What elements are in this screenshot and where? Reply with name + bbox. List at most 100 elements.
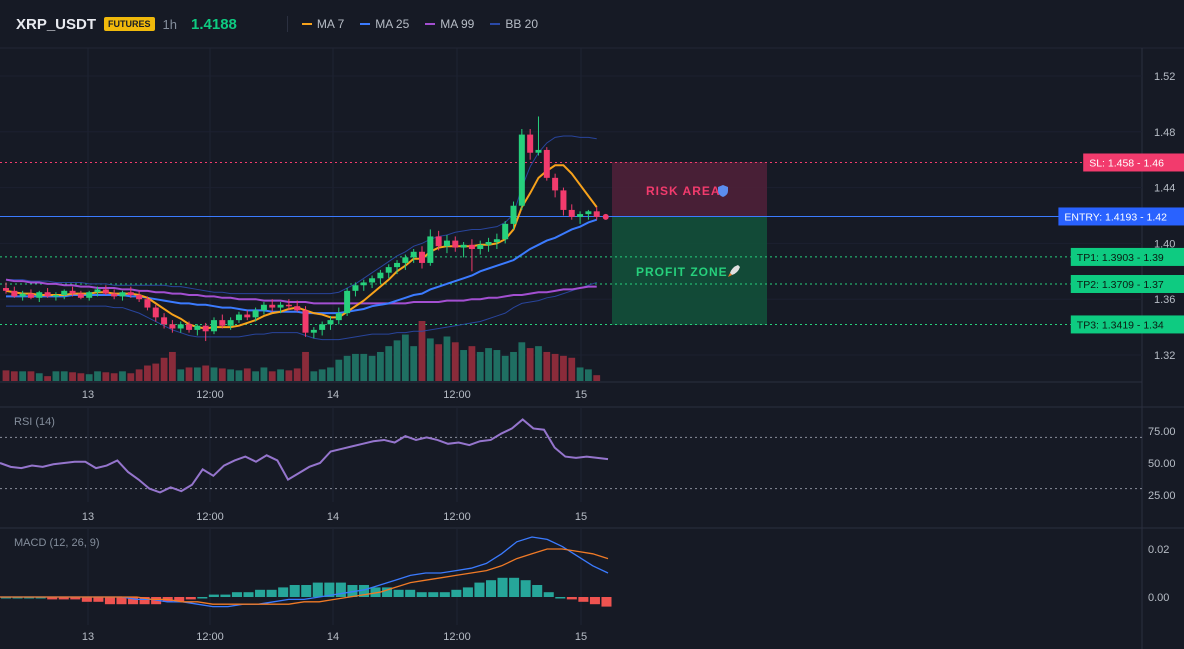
- shield-icon: [718, 185, 728, 197]
- profit-zone: [612, 216, 767, 325]
- candle-body: [294, 306, 301, 311]
- volume-bar: [526, 348, 534, 381]
- macd-histogram-bar: [104, 597, 115, 605]
- entry-tag: [1058, 207, 1184, 226]
- volume-bar: [435, 344, 443, 381]
- legend-ma99[interactable]: MA 99: [425, 17, 474, 31]
- macd-histogram-bar: [370, 587, 381, 597]
- volume-bar: [277, 369, 284, 381]
- candle-body: [302, 310, 309, 333]
- chart-header: XRP_USDT FUTURES 1h 1.4188 MA 7 MA 25 MA…: [0, 0, 1184, 48]
- macd-histogram-bar: [555, 597, 566, 599]
- macd-histogram-bar: [393, 589, 404, 597]
- candle-body: [443, 240, 450, 247]
- legend-ma25[interactable]: MA 25: [360, 17, 409, 31]
- volume-bar: [360, 353, 368, 381]
- volume-bar: [468, 346, 476, 381]
- volume-bar: [310, 371, 318, 381]
- candle-body: [402, 257, 409, 263]
- candle-body: [127, 292, 134, 296]
- volume-bar: [60, 371, 68, 381]
- candle-body: [485, 242, 492, 245]
- volume-bar: [227, 369, 235, 381]
- tp2-tag-text: TP2: 1.3709 - 1.37: [1077, 279, 1164, 291]
- volume-bar: [102, 372, 110, 381]
- candle-body: [310, 329, 317, 333]
- grid-lines: [0, 47, 1184, 649]
- bollinger-bands: [6, 135, 597, 341]
- macd-histogram-bar: [474, 582, 485, 597]
- legend-ma7[interactable]: MA 7: [301, 17, 345, 31]
- macd-histogram-bar: [255, 589, 266, 597]
- volume-bar: [401, 334, 409, 381]
- moving-averages: [5, 164, 598, 330]
- macd-histogram-bar: [405, 589, 416, 597]
- macd-pane[interactable]: MACD (12, 26, 9) 0.02 0.00: [0, 536, 1169, 608]
- volume-bar: [568, 357, 576, 381]
- price-tick: 1.52: [1154, 71, 1175, 83]
- volume-bar: [268, 371, 276, 381]
- level-labels: SL: 1.458 - 1.46 ENTRY: 1.4193 - 1.42 TP1:…: [1058, 153, 1184, 334]
- macd-histogram-bar: [93, 597, 104, 602]
- macd-time-tick: 12:00: [443, 631, 471, 643]
- price-tick: 1.44: [1154, 183, 1175, 195]
- macd-histogram-bar: [81, 597, 92, 602]
- sl-tag: [1083, 153, 1184, 172]
- candle-body: [161, 317, 168, 325]
- volume-bar: [218, 368, 226, 381]
- volume-bar: [77, 373, 85, 381]
- candle-body: [61, 290, 68, 296]
- macd-histogram-bar: [128, 597, 139, 605]
- candle-body: [335, 313, 342, 321]
- symbol-label[interactable]: XRP_USDT: [16, 15, 97, 33]
- macd-histogram-bar: [335, 582, 346, 597]
- timeframe-selector[interactable]: 1h: [162, 16, 177, 32]
- candles[interactable]: [3, 116, 609, 342]
- macd-histogram-bar: [1, 597, 12, 599]
- volume-bar: [119, 371, 126, 381]
- macd-histogram-bar: [520, 580, 531, 597]
- volume-bar: [144, 365, 151, 381]
- macd-histogram-bar: [462, 587, 473, 597]
- time-tick: 14: [327, 389, 339, 401]
- volume-bar: [535, 346, 542, 381]
- macd-histogram-bar: [289, 585, 300, 597]
- candle-body: [186, 324, 193, 330]
- legend-bb20-swatch: [490, 23, 501, 25]
- rsi-pane[interactable]: RSI (14) 75.00 50.00 25.00: [0, 416, 1176, 502]
- volume-bar: [585, 369, 592, 381]
- macd-histogram-bar: [139, 597, 150, 605]
- macd-histogram-bar: [58, 597, 69, 600]
- time-tick: 12:00: [196, 389, 224, 401]
- candle-body: [369, 278, 376, 283]
- volume-bar: [69, 372, 76, 381]
- candle-body: [144, 299, 151, 308]
- legend-bb20-label: BB 20: [505, 17, 539, 31]
- macd-histogram-bar: [601, 597, 612, 607]
- rsi-time-tick: 13: [82, 511, 94, 523]
- volume-bar: [152, 363, 160, 381]
- legend-ma25-swatch: [360, 23, 371, 25]
- volume-bar: [418, 321, 426, 381]
- macd-time-tick: 12:00: [196, 631, 224, 643]
- tp3-tag-text: TP3: 1.3419 - 1.34: [1077, 319, 1164, 331]
- volume-bar: [169, 351, 176, 381]
- candle-body: [102, 289, 109, 294]
- candle-body: [219, 320, 226, 326]
- legend-ma7-label: MA 7: [316, 17, 345, 31]
- candle-body: [235, 314, 242, 321]
- candle-body: [19, 293, 26, 297]
- legend-bb20[interactable]: BB 20: [490, 17, 538, 31]
- volume-bar: [576, 367, 584, 381]
- candle-body: [527, 134, 534, 153]
- legend-ma99-label: MA 99: [440, 17, 475, 31]
- candle-body: [252, 310, 259, 318]
- macd-histogram-bar: [185, 597, 196, 600]
- candle-body: [36, 292, 43, 298]
- volume-bar: [385, 346, 393, 381]
- macd-histogram-bar: [231, 592, 242, 597]
- volume-bar: [252, 371, 259, 381]
- candle-body: [285, 304, 292, 307]
- volume-bars: [2, 321, 601, 381]
